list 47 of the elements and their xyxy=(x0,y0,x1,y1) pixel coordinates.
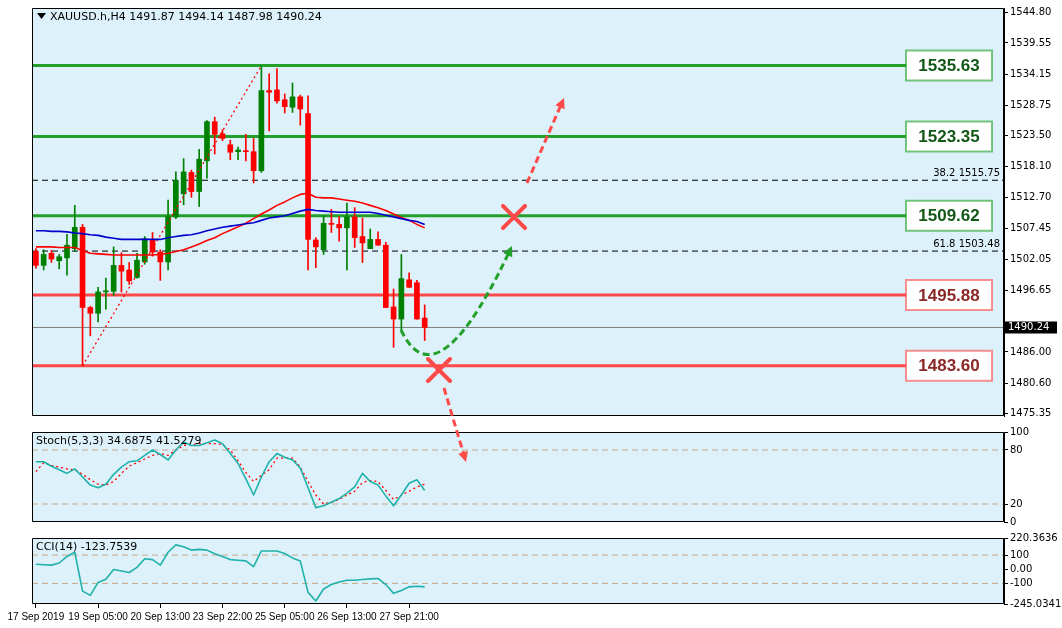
y-tick-label: 1534.15 xyxy=(1010,67,1052,79)
y-tick-label: 1480.60 xyxy=(1010,376,1052,388)
candlestick xyxy=(336,216,342,242)
ref-line-label: 1490.24 xyxy=(1008,321,1050,333)
ref-line-label: 1483.60 xyxy=(918,356,980,376)
y-tick-label: 1486.00 xyxy=(1010,345,1052,357)
y-tick-label: 1496.65 xyxy=(1010,284,1052,296)
candlestick xyxy=(243,134,249,162)
y-tick-label: -100 xyxy=(1010,577,1033,589)
candlestick xyxy=(312,237,319,269)
y-tick-label: 100 xyxy=(1010,425,1030,437)
y-tick-label: 100 xyxy=(1010,548,1030,560)
x-tick-label: 19 Sep 05:00 xyxy=(68,610,129,622)
y-tick-label: 1528.75 xyxy=(1010,98,1052,110)
candlestick xyxy=(344,202,350,271)
y-tick-label: 0 xyxy=(1010,515,1017,527)
y-tick-label: 1512.70 xyxy=(1010,191,1052,203)
x-tick-label: 17 Sep 2019 xyxy=(7,610,65,622)
chart-title: CCI(14) -123.7539 xyxy=(36,540,138,554)
y-tick-label: 1539.55 xyxy=(1010,36,1052,48)
y-tick-label: 1507.45 xyxy=(1010,221,1052,233)
ref-line-label: 38.2 1515.75 xyxy=(933,166,1000,178)
ref-line-label: 1535.63 xyxy=(918,56,980,76)
x-tick-label: 26 Sep 13:00 xyxy=(317,610,378,622)
x-tick-label: 25 Sep 05:00 xyxy=(254,610,315,622)
ref-line-label: 1509.62 xyxy=(918,206,980,226)
y-tick-label: 80 xyxy=(1010,443,1023,455)
y-tick-label: 1544.80 xyxy=(1010,6,1052,18)
chart-title: XAUUSD.h,H4 1491.87 1494.14 1487.98 1490.24 xyxy=(50,10,322,24)
candlestick xyxy=(103,277,109,310)
chart-title: Stoch(5,3,3) 34.6875 41.5279 xyxy=(36,434,202,448)
y-tick-label: 20 xyxy=(1010,497,1023,509)
y-tick-label: -245.0341 xyxy=(1010,597,1062,609)
x-tick-label: 27 Sep 21:00 xyxy=(379,610,440,622)
candlestick xyxy=(266,73,272,132)
y-tick-label: 1523.50 xyxy=(1010,129,1052,141)
y-tick-label: 220.3636 xyxy=(1010,531,1058,543)
ref-line-label: 1495.88 xyxy=(918,285,980,305)
ref-line-label: 1523.35 xyxy=(918,127,980,147)
x-tick-label: 23 Sep 22:00 xyxy=(192,610,253,622)
y-tick-label: 1502.05 xyxy=(1010,252,1052,264)
y-tick-label: 0.00 xyxy=(1010,562,1033,574)
y-tick-label: 1518.10 xyxy=(1010,160,1052,172)
candlestick xyxy=(87,306,94,337)
y-tick-label: 1475.35 xyxy=(1010,407,1052,418)
x-tick-label: 20 Sep 13:00 xyxy=(130,610,191,622)
ref-line-label: 61.8 1503.48 xyxy=(933,237,1000,249)
